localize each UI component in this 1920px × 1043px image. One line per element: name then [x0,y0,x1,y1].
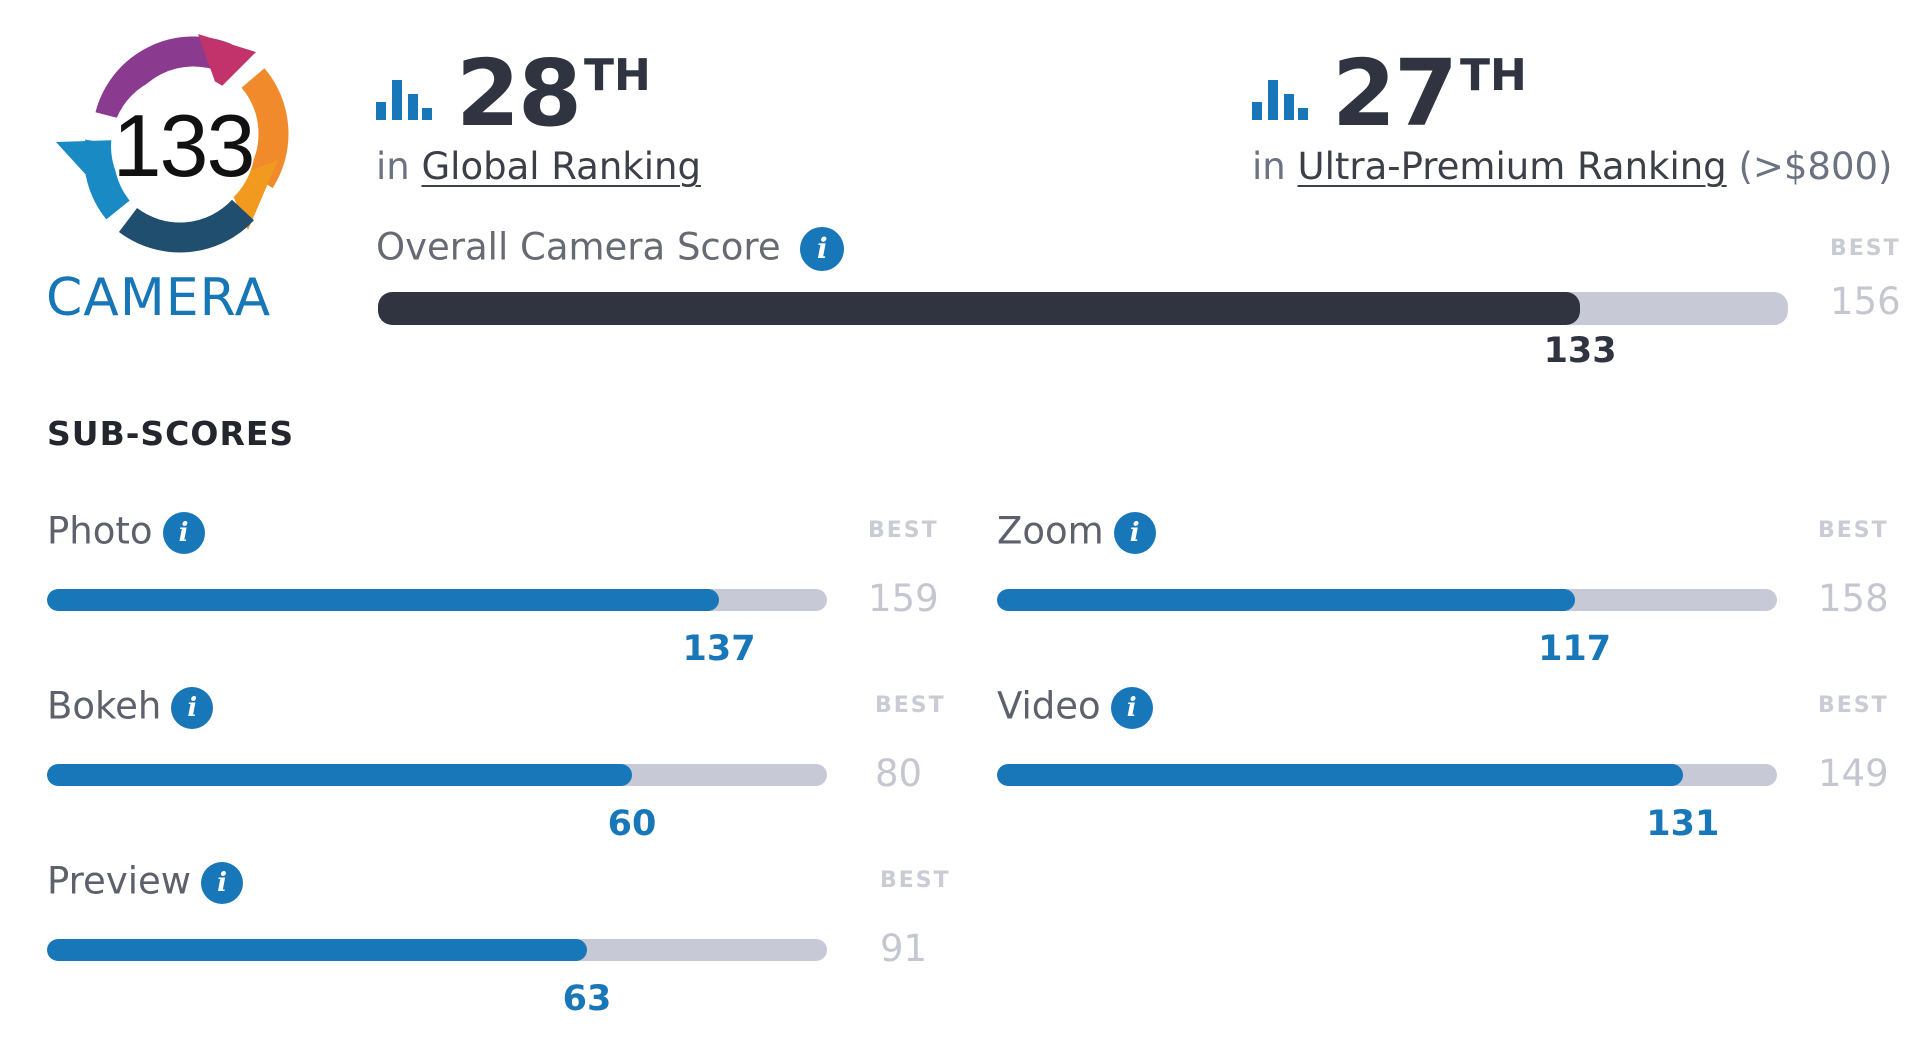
subscore-photo-best-label: BEST [868,518,939,543]
subscores-heading: SUB-SCORES [47,414,295,453]
subscore-preview-bar-fill [47,939,587,961]
overall-score-bar-fill [378,292,1581,325]
subscore-zoom-bar [997,589,1777,611]
subscore-video-name: Video [997,684,1101,728]
subscore-preview-best-label: BEST [880,868,951,893]
ultra-premium-ranking-link[interactable]: Ultra-Premium Ranking [1297,145,1727,188]
ultra-premium-ranking-line: in Ultra-Premium Ranking (>$800) [1252,148,1892,185]
camera-score-value: 133 [112,96,256,195]
global-ranking: 28 TH [376,48,651,140]
camera-label: CAMERA [46,268,272,328]
bar-chart-icon [376,80,432,120]
subscore-photo-best-value: 159 [868,577,939,620]
subscore-photo-label: Photo i [47,512,205,554]
global-rank-suffix: TH [584,50,651,101]
overall-best-label: BEST [1830,236,1901,261]
subscore-video-bar [997,764,1777,786]
global-ranking-prefix: in [376,145,410,188]
overall-score-bar [378,292,1788,325]
global-ranking-link[interactable]: Global Ranking [421,145,701,188]
overall-score-value: 133 [1543,331,1617,371]
info-icon[interactable]: i [1113,512,1156,554]
subscore-bokeh-best-label: BEST [875,693,946,718]
subscore-preview-value: 63 [562,979,612,1019]
subscore-zoom-bar-fill [997,589,1575,611]
info-icon[interactable]: i [162,512,205,554]
global-ranking-line: in Global Ranking [376,148,701,185]
subscore-bokeh-label: Bokeh i [47,684,214,729]
subscore-preview-label: Preview i [47,859,244,904]
subscore-bokeh-name: Bokeh [47,684,162,728]
subscore-video-best-label: BEST [1818,693,1889,718]
overall-score-label: Overall Camera Score i [376,225,845,271]
info-icon[interactable]: i [201,862,244,904]
subscore-photo-bar-fill [47,589,720,611]
info-icon[interactable]: i [800,227,845,271]
info-icon[interactable]: i [1110,687,1153,729]
subscore-zoom-label: Zoom i [997,512,1156,554]
subscore-bokeh-bar [47,764,827,786]
ultra-premium-ranking: 27 TH [1252,48,1527,140]
ultra-premium-rank-number: 27 [1332,40,1458,147]
overall-best-value: 156 [1830,280,1901,323]
camera-score-badge [56,34,289,253]
subscore-bokeh-best-value: 80 [875,752,923,795]
overall-score-label-text: Overall Camera Score [376,225,781,269]
subscore-video-best-value: 149 [1818,752,1889,795]
subscore-zoom-best-label: BEST [1818,518,1889,543]
subscore-video-label: Video i [997,687,1153,729]
subscore-zoom-value: 117 [1538,629,1612,669]
subscore-preview-name: Preview [47,859,192,903]
ultra-premium-ranking-prefix: in [1252,145,1286,188]
subscore-preview-best-value: 91 [880,927,928,970]
subscore-photo-bar [47,589,827,611]
bar-chart-icon [1252,80,1308,120]
subscore-bokeh-bar-fill [47,764,632,786]
subscore-photo-value: 137 [682,629,756,669]
subscore-zoom-name: Zoom [997,509,1104,553]
ultra-premium-rank-suffix: TH [1460,50,1527,101]
subscore-video-value: 131 [1646,804,1720,844]
subscore-photo-name: Photo [47,509,153,553]
subscore-bokeh-value: 60 [607,804,657,844]
global-rank-number: 28 [456,40,582,147]
subscore-video-bar-fill [997,764,1683,786]
subscore-zoom-best-value: 158 [1818,577,1889,620]
subscore-preview-bar [47,939,827,961]
ultra-premium-price-range: (>$800) [1738,145,1893,188]
info-icon[interactable]: i [171,687,214,729]
